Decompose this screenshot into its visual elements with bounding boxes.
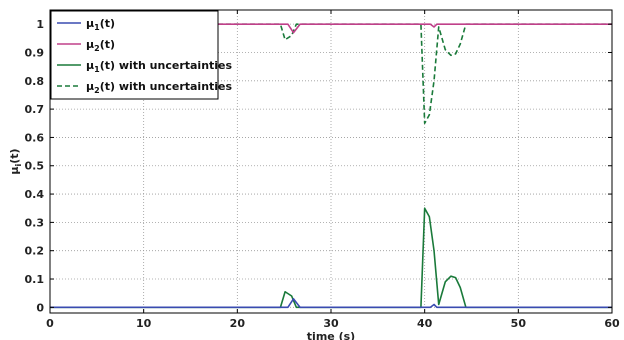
y-tick-label: 0.7	[25, 103, 45, 116]
y-tick-label: 0.1	[25, 273, 45, 286]
x-tick-label: 20	[230, 317, 246, 330]
x-tick-label: 50	[511, 317, 527, 330]
legend-label-3: μ1(t) with uncertainties	[86, 59, 233, 74]
legend-label-4: μ2(t) with uncertainties	[86, 80, 233, 95]
y-tick-label: 0.5	[25, 160, 45, 173]
series-line-4	[50, 23, 612, 125]
legend: μ1(t) μ2(t) μ1(t) with uncertainties μ2(t) …	[50, 10, 233, 100]
axis-ticks: 0 10 20 30 40 50 60 0 0.1 0.2 0.3 0.4 0.5 0.6 0.7 0.8 0.…	[25, 10, 620, 330]
y-tick-label: 0.4	[25, 188, 45, 201]
x-tick-label: 60	[604, 317, 620, 330]
x-tick-label: 30	[323, 317, 339, 330]
y-tick-label: 0.6	[25, 131, 45, 144]
legend-label-1: μ1(t)	[86, 17, 115, 32]
x-axis-title: time (s)	[307, 330, 355, 340]
y-tick-label: 0.2	[25, 245, 45, 258]
series-line-1	[50, 298, 612, 309]
x-tick-label: 0	[46, 317, 54, 330]
legend-label-2: μ2(t)	[86, 38, 115, 53]
x-tick-label: 10	[136, 317, 152, 330]
y-tick-label: 1	[36, 18, 44, 31]
y-tick-label: 0	[36, 301, 44, 314]
series-lines	[50, 23, 612, 309]
y-axis-title: μi(t)	[8, 148, 23, 174]
series-line-2	[50, 23, 612, 34]
x-tick-label: 40	[417, 317, 433, 330]
legend-box	[50, 10, 219, 100]
y-tick-label: 0.9	[25, 46, 45, 59]
series-line-3	[50, 207, 612, 309]
y-tick-label: 0.3	[25, 216, 45, 229]
y-tick-label: 0.8	[25, 75, 45, 88]
